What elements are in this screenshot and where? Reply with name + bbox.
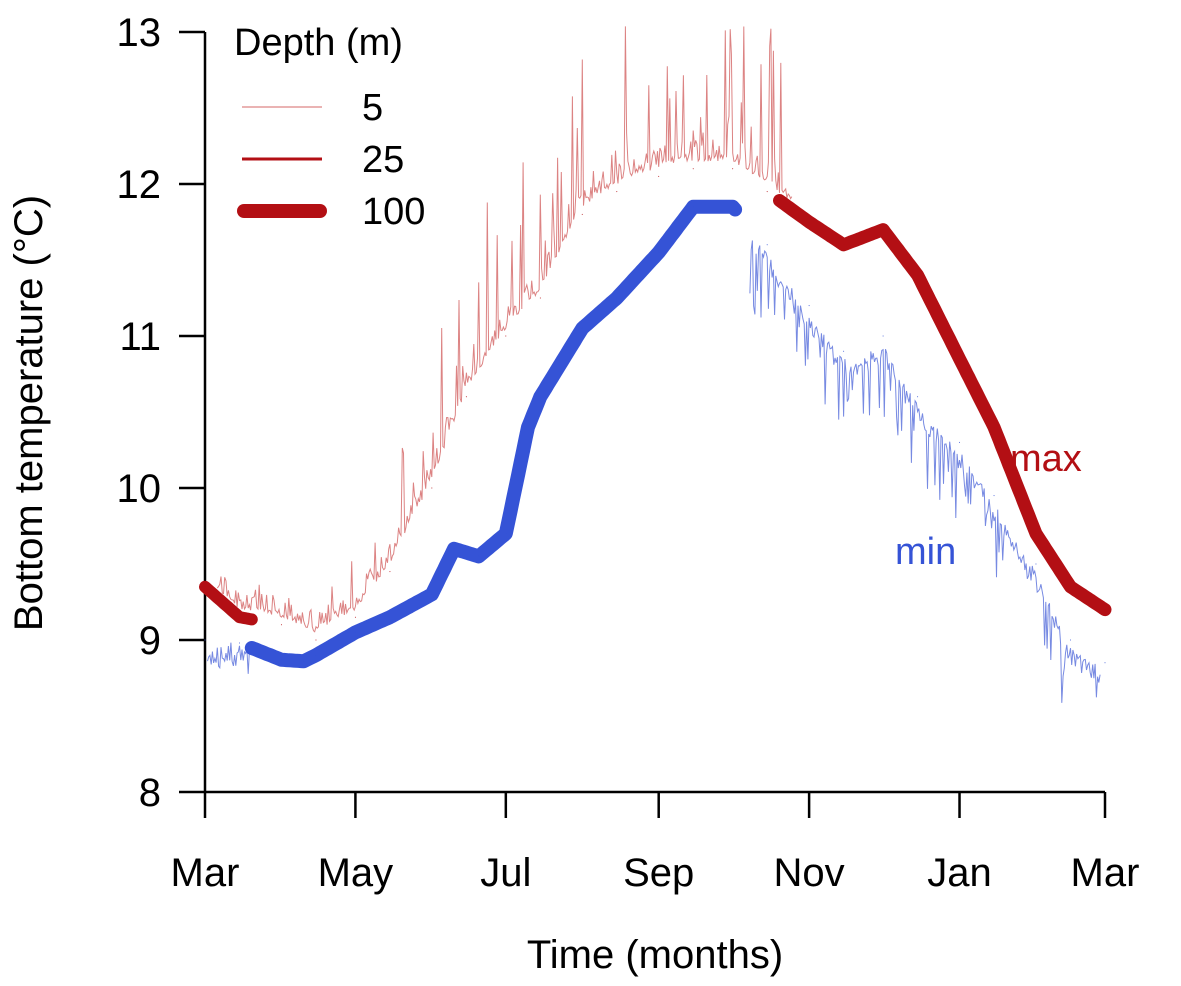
data-point-min <box>917 396 919 398</box>
series-layer <box>199 168 1112 669</box>
legend-title: Depth (m) <box>234 22 403 64</box>
data-point-max <box>1104 609 1106 611</box>
x-tick-label: Nov <box>774 851 845 895</box>
data-point-min <box>692 206 694 208</box>
data-point-min <box>303 660 305 662</box>
data-point-max <box>280 624 282 626</box>
data-point-min <box>431 593 433 595</box>
data-point-max <box>732 168 734 170</box>
data-point-max <box>221 601 223 603</box>
x-tick-label: Mar <box>171 851 240 895</box>
y-tick-label: 13 <box>117 11 162 55</box>
data-point-min <box>1104 662 1106 664</box>
data-point-min <box>239 642 241 644</box>
max-series-line <box>773 194 1112 617</box>
data-point-min <box>1035 563 1037 565</box>
data-point-min <box>204 639 206 641</box>
x-tick-label: Sep <box>623 851 694 895</box>
data-point-min <box>527 426 529 428</box>
legend-label-5: 5 <box>362 87 383 129</box>
data-point-min <box>766 244 768 246</box>
data-point-min <box>658 251 660 253</box>
data-point-min <box>993 495 995 497</box>
y-tick-label: 11 <box>119 315 161 359</box>
data-point-max <box>808 221 810 223</box>
data-point-min <box>616 297 618 299</box>
data-point-max <box>581 213 583 215</box>
data-point-max <box>354 616 356 618</box>
data-point-min <box>1069 639 1071 641</box>
data-point-min <box>478 555 480 557</box>
data-point-min <box>315 654 317 656</box>
data-point-max <box>204 586 206 588</box>
data-point-max <box>389 571 391 573</box>
y-tick-label: 10 <box>117 467 162 511</box>
data-point-min <box>732 206 734 208</box>
data-point-min <box>882 335 884 337</box>
data-point-min <box>389 616 391 618</box>
data-point-min <box>354 631 356 633</box>
data-point-max <box>1069 586 1071 588</box>
data-point-max <box>431 487 433 489</box>
thin-depth-lines <box>207 26 1101 703</box>
legend-label-25: 25 <box>362 139 404 181</box>
x-tick-label: May <box>318 851 394 895</box>
data-point-max <box>959 358 961 360</box>
x-tick-label: Jul <box>480 851 531 895</box>
data-point-max <box>692 168 694 170</box>
y-tick-label: 12 <box>117 163 162 207</box>
data-point-max <box>539 297 541 299</box>
data-point-max <box>917 274 919 276</box>
legend: Depth (m) 5 25 100 <box>234 22 425 233</box>
x-tick-label: Mar <box>1071 851 1140 895</box>
data-point-min <box>808 305 810 307</box>
data-point-max <box>239 616 241 618</box>
axes: 8 9 10 11 12 13 Mar May Jul Sep Nov Jan Mar <box>117 11 1140 895</box>
data-point-min <box>539 396 541 398</box>
data-point-min <box>280 659 282 661</box>
data-point-min <box>581 327 583 329</box>
annotation-max: max <box>1010 438 1082 480</box>
x-axis-label: Time (months) <box>527 933 783 977</box>
min-early-line <box>207 642 253 674</box>
min-series-line <box>244 199 743 669</box>
data-point-max <box>1035 533 1037 535</box>
data-point-min <box>959 441 961 443</box>
min-depth-5-25-line <box>749 240 1101 703</box>
max-series-line-early <box>199 580 258 626</box>
data-point-min <box>505 533 507 535</box>
data-point-max <box>616 191 618 193</box>
legend-label-100: 100 <box>362 191 425 233</box>
data-point-max <box>465 396 467 398</box>
data-point-max <box>993 426 995 428</box>
max-depth-5-25-line <box>216 26 793 633</box>
y-axis-label: Bottom temperature (°C) <box>7 195 51 631</box>
data-point-max <box>658 175 660 177</box>
data-point-max <box>315 639 317 641</box>
annotation-min: min <box>895 531 956 573</box>
data-point-min <box>843 350 845 352</box>
y-tick-label: 8 <box>139 771 161 815</box>
data-point-max <box>505 335 507 337</box>
data-point-min <box>453 548 455 550</box>
data-point-max <box>766 191 768 193</box>
data-point-max <box>882 229 884 231</box>
data-point-max <box>843 244 845 246</box>
y-tick-label: 9 <box>139 619 161 663</box>
x-tick-label: Jan <box>927 851 992 895</box>
